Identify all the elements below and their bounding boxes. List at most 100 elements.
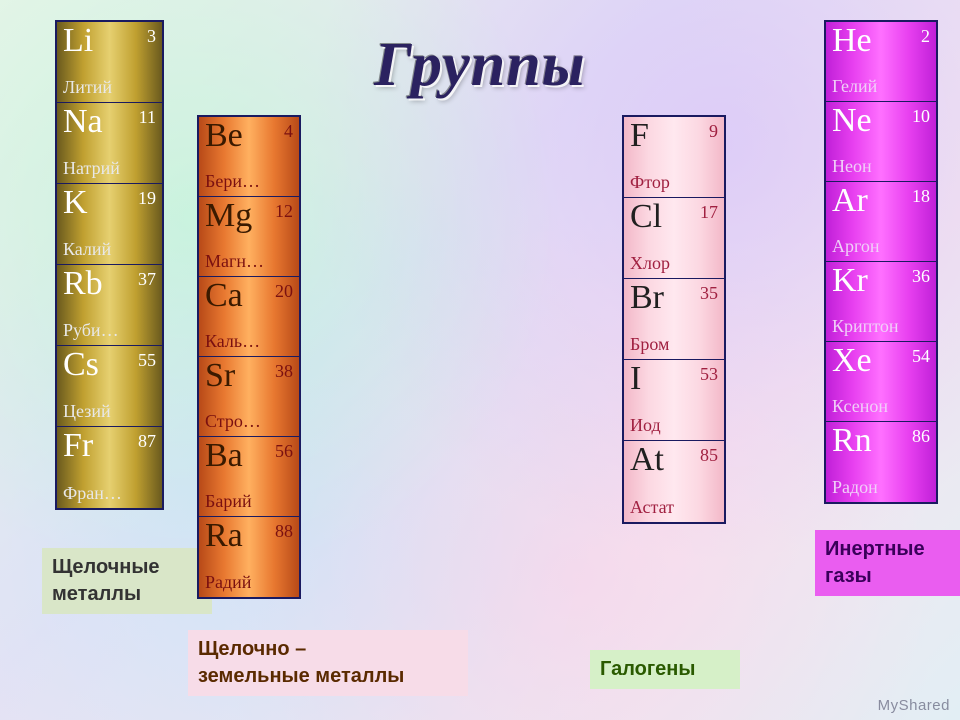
element-cell-Br: Br 35 Бром xyxy=(624,279,724,360)
element-cell-Cs: Cs 55 Цезий xyxy=(57,346,162,427)
element-number: 20 xyxy=(275,281,293,302)
element-name: Криптон xyxy=(832,316,899,337)
element-name: Ксенон xyxy=(832,396,888,417)
element-number: 56 xyxy=(275,441,293,462)
element-number: 3 xyxy=(147,26,156,47)
element-number: 10 xyxy=(912,106,930,127)
element-symbol: Ar xyxy=(832,184,868,218)
element-number: 36 xyxy=(912,266,930,287)
group-label-noble-gases: Инертные газы xyxy=(815,530,960,596)
element-symbol: Be xyxy=(205,119,243,153)
slide-stage: Группы Li3ЛитийNa11НатрийK19КалийRb37Руб… xyxy=(0,0,960,720)
element-symbol: F xyxy=(630,119,649,153)
element-symbol: At xyxy=(630,443,664,477)
element-number: 55 xyxy=(138,350,156,371)
element-name: Радий xyxy=(205,572,251,593)
element-symbol: Cl xyxy=(630,200,662,234)
element-symbol: Mg xyxy=(205,199,252,233)
element-symbol: Li xyxy=(63,24,93,58)
element-name: Фтор xyxy=(630,172,670,193)
element-cell-Cl: Cl 17 Хлор xyxy=(624,198,724,279)
element-cell-Na: Na 11 Натрий xyxy=(57,103,162,184)
element-cell-Li: Li 3 Литий xyxy=(57,22,162,103)
element-symbol: Ra xyxy=(205,519,243,553)
element-name: Фран… xyxy=(63,483,122,504)
element-number: 85 xyxy=(700,445,718,466)
group-label-halogens: Галогены xyxy=(590,650,740,689)
group-column-halogens: F 9 Фтор Cl 17 Хлор Br 35 Бром I 53 Иод At 85 Астат xyxy=(622,115,726,524)
element-number: 54 xyxy=(912,346,930,367)
element-name: Руби… xyxy=(63,320,119,341)
element-name: Иод xyxy=(630,415,661,436)
watermark: MyShared xyxy=(878,697,950,714)
element-cell-K: K 19 Калий xyxy=(57,184,162,265)
element-symbol: Fr xyxy=(63,429,93,463)
element-cell-Fr: Fr 87 Фран… xyxy=(57,427,162,508)
element-number: 38 xyxy=(275,361,293,382)
element-symbol: Cs xyxy=(63,348,99,382)
element-cell-Xe: Xe 54 Ксенон xyxy=(826,342,936,422)
element-name: Натрий xyxy=(63,158,120,179)
element-name: Каль… xyxy=(205,331,260,352)
element-cell-Sr: Sr 38 Стро… xyxy=(199,357,299,437)
element-number: 18 xyxy=(912,186,930,207)
element-number: 35 xyxy=(700,283,718,304)
element-name: Гелий xyxy=(832,76,877,97)
element-cell-Kr: Kr 36 Криптон xyxy=(826,262,936,342)
element-symbol: Ba xyxy=(205,439,243,473)
element-name: Барий xyxy=(205,491,252,512)
element-symbol: Kr xyxy=(832,264,868,298)
element-name: Аргон xyxy=(832,236,880,257)
element-name: Неон xyxy=(832,156,872,177)
element-number: 2 xyxy=(921,26,930,47)
element-number: 19 xyxy=(138,188,156,209)
element-symbol: Xe xyxy=(832,344,872,378)
element-symbol: Rb xyxy=(63,267,103,301)
element-name: Калий xyxy=(63,239,111,260)
element-cell-F: F 9 Фтор xyxy=(624,117,724,198)
element-cell-Rn: Rn86Радон xyxy=(826,422,936,502)
element-name: Бери… xyxy=(205,171,260,192)
group-column-alkali: Li 3 Литий Na 11 Натрий K 19 Калий Rb 37 Руби… Cs 55 Ц… xyxy=(55,20,164,510)
element-number: 9 xyxy=(709,121,718,142)
element-symbol: Ne xyxy=(832,104,872,138)
element-cell-Ar: Ar 18 Аргон xyxy=(826,182,936,262)
element-cell-At: At 85 Астат xyxy=(624,441,724,522)
element-number: 87 xyxy=(138,431,156,452)
element-symbol: Sr xyxy=(205,359,235,393)
element-name: Стро… xyxy=(205,411,261,432)
element-cell-Rb: Rb 37 Руби… xyxy=(57,265,162,346)
element-number: 12 xyxy=(275,201,293,222)
element-cell-He: He 2 Гелий xyxy=(826,22,936,102)
element-cell-Mg: Mg 12 Магн… xyxy=(199,197,299,277)
element-name: Литий xyxy=(63,77,112,98)
element-cell-Ne: Ne 10 Неон xyxy=(826,102,936,182)
element-name: Цезий xyxy=(63,401,111,422)
element-number: 37 xyxy=(138,269,156,290)
group-column-alkaline-earth: Be 4 Бери… Mg 12 Магн… Ca 20 Каль… Sr 38 Стро… Ba 56 Б… xyxy=(197,115,301,599)
group-label-alkali: Щелочные металлы xyxy=(42,548,212,614)
element-cell-I: I 53 Иод xyxy=(624,360,724,441)
element-number: 86 xyxy=(912,426,930,447)
element-name: Хлор xyxy=(630,253,670,274)
element-number: 11 xyxy=(139,107,156,128)
element-cell-Ba: Ba 56 Барий xyxy=(199,437,299,517)
element-symbol: I xyxy=(630,362,641,396)
element-number: 53 xyxy=(700,364,718,385)
element-cell-Be: Be 4 Бери… xyxy=(199,117,299,197)
element-symbol: Na xyxy=(63,105,103,139)
element-symbol: K xyxy=(63,186,88,220)
group-label-alkaline-earth: Щелочно – земельные металлы xyxy=(188,630,468,696)
element-cell-Ra: Ra 88 Радий xyxy=(199,517,299,597)
element-name: Бром xyxy=(630,334,669,355)
element-number: 17 xyxy=(700,202,718,223)
element-symbol: Ca xyxy=(205,279,243,313)
element-number: 88 xyxy=(275,521,293,542)
element-cell-Ca: Ca 20 Каль… xyxy=(199,277,299,357)
element-symbol: He xyxy=(832,24,872,58)
element-name: Радон xyxy=(832,477,878,498)
element-name: Астат xyxy=(630,497,674,518)
element-name: Магн… xyxy=(205,251,264,272)
element-number: 4 xyxy=(284,121,293,142)
element-symbol: Br xyxy=(630,281,664,315)
